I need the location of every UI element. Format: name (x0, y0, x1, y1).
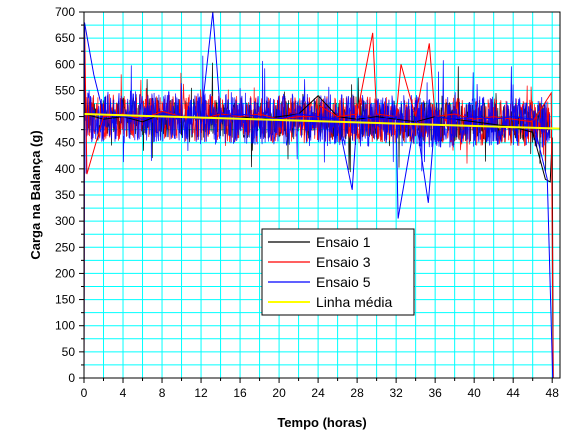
y-tick-label: 400 (55, 162, 75, 176)
y-tick-label: 700 (55, 5, 75, 19)
y-axis-title: Carga na Balança (g) (28, 130, 43, 259)
legend-label: Ensaio 1 (316, 234, 371, 250)
series-line-3 (83, 11, 554, 379)
x-tick-label: 28 (350, 386, 364, 400)
y-tick-label: 100 (55, 319, 75, 333)
legend-label: Linha média (316, 294, 392, 310)
series-line-4 (83, 113, 561, 130)
y-tick-label: 250 (55, 240, 75, 254)
x-tick-label: 44 (507, 386, 521, 400)
y-tick-label: 50 (62, 345, 76, 359)
x-tick-label: 20 (272, 386, 286, 400)
grid (83, 11, 560, 379)
y-tick-label: 150 (55, 293, 75, 307)
y-tick-label: 300 (55, 214, 75, 228)
y-tick-label: 650 (55, 31, 75, 45)
x-tick-label: 36 (428, 386, 442, 400)
x-tick-label: 48 (546, 386, 560, 400)
x-tick-label: 24 (311, 386, 325, 400)
legend-label: Ensaio 5 (316, 274, 371, 290)
series-texture-2 (84, 72, 551, 164)
legend-label: Ensaio 3 (316, 254, 371, 270)
y-tick-label: 450 (55, 136, 75, 150)
series-lines (83, 11, 561, 379)
x-tick-label: 4 (120, 386, 127, 400)
y-tick-label: 550 (55, 83, 75, 97)
y-tick-label: 350 (55, 188, 75, 202)
legend: Ensaio 1 Ensaio 3 Ensaio 5 Linha média (261, 228, 415, 316)
x-tick-label: 40 (467, 386, 481, 400)
y-tick-label: 0 (68, 371, 75, 385)
x-axis-title: Tempo (horas) (277, 415, 366, 430)
series-texture-3 (84, 55, 551, 174)
y-tick-label: 600 (55, 57, 75, 71)
y-tick-label: 500 (55, 110, 75, 124)
y-tick-label: 200 (55, 266, 75, 280)
legend-box (261, 228, 415, 316)
x-tick-label: 32 (389, 386, 403, 400)
y-axis-ticks: 0 50 100 150 200 250 300 350 400 450 500 550 600 650 7… (55, 5, 84, 385)
x-tick-label: 0 (81, 386, 88, 400)
x-axis-ticks: 0 4 8 12 16 20 24 28 32 36 40 44 48 (81, 378, 560, 400)
x-tick-label: 16 (233, 386, 247, 400)
x-tick-label: 8 (159, 386, 166, 400)
x-tick-label: 12 (194, 386, 208, 400)
